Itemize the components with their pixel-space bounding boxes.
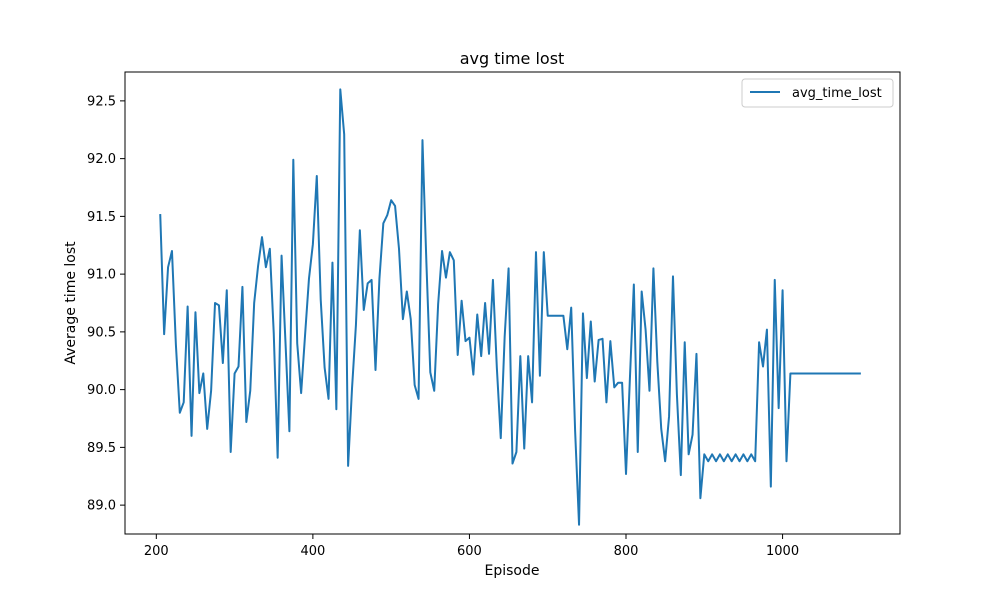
series-line-avg-time-lost xyxy=(159,88,861,526)
y-axis: 89.0 89.5 90.0 90.5 91.0 91.5 92.0 92.5 xyxy=(87,94,125,514)
y-tick-label: 92.5 xyxy=(87,94,116,109)
legend-box xyxy=(741,78,894,108)
x-tick-label: 600 xyxy=(457,544,482,559)
y-tick-label: 89.5 xyxy=(87,441,116,456)
y-tick-label: 90.5 xyxy=(87,325,116,340)
y-axis-label: Average time lost xyxy=(63,241,79,365)
x-axis-label: Episode xyxy=(485,563,540,579)
y-tick-label: 90.0 xyxy=(87,383,116,398)
y-tick-label: 91.5 xyxy=(87,210,116,225)
legend-label: avg_time_lost xyxy=(792,86,882,101)
y-tick-label: 89.0 xyxy=(87,499,116,514)
chart-title: avg time lost xyxy=(460,49,565,68)
x-axis: 200 400 600 800 1000 xyxy=(144,534,799,559)
legend: avg_time_lost xyxy=(741,78,894,108)
y-tick-label: 92.0 xyxy=(87,152,116,167)
x-tick-label: 800 xyxy=(614,544,639,559)
x-tick-label: 400 xyxy=(300,544,325,559)
y-tick-label: 91.0 xyxy=(87,268,116,283)
x-tick-label: 1000 xyxy=(766,544,799,559)
series-layer xyxy=(159,88,861,526)
x-tick-label: 200 xyxy=(144,544,169,559)
